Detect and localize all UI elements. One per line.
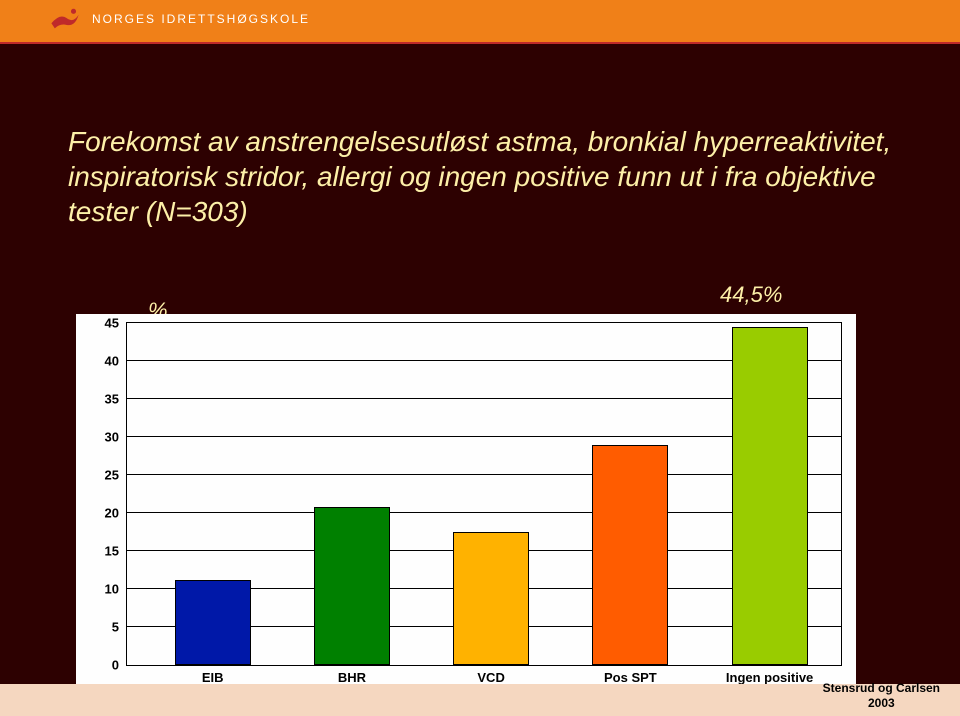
ytick-30: 30: [105, 430, 119, 445]
attribution-line2: 2003: [868, 696, 895, 710]
ytick-0: 0: [112, 658, 119, 673]
ytick-10: 10: [105, 582, 119, 597]
ytick-15: 15: [105, 544, 119, 559]
ytick-45: 45: [105, 316, 119, 331]
ytick-20: 20: [105, 506, 119, 521]
footer: Stensrud og Carlsen 2003: [0, 684, 960, 716]
attribution-line1: Stensrud og Carlsen: [823, 681, 940, 695]
ytick-40: 40: [105, 354, 119, 369]
org-name: NORGES IDRETTSHØGSKOLE: [92, 12, 310, 26]
value-label-none: 44,5%: [720, 282, 782, 308]
bar-spt: [592, 445, 668, 665]
chart-panel: 0 5 10 15 20 25 30 35 40 45 EIB BHR VCD …: [76, 314, 856, 714]
attribution: Stensrud og Carlsen 2003: [823, 681, 940, 710]
logo: NORGES IDRETTSHØGSKOLE: [48, 6, 310, 32]
ytick-5: 5: [112, 620, 119, 635]
runner-icon: [48, 6, 82, 32]
bar-eib: [175, 580, 251, 665]
header-band: NORGES IDRETTSHØGSKOLE: [0, 0, 960, 42]
plot-area: 0 5 10 15 20 25 30 35 40 45 EIB BHR VCD …: [126, 322, 842, 666]
ytick-35: 35: [105, 392, 119, 407]
ytick-25: 25: [105, 468, 119, 483]
content-band: Forekomst av anstrengelsesutløst astma, …: [0, 44, 960, 684]
bar-bhr: [314, 507, 390, 665]
bar-none: [732, 327, 808, 665]
bar-vcd: [453, 532, 529, 665]
slide-title: Forekomst av anstrengelsesutløst astma, …: [68, 124, 892, 229]
